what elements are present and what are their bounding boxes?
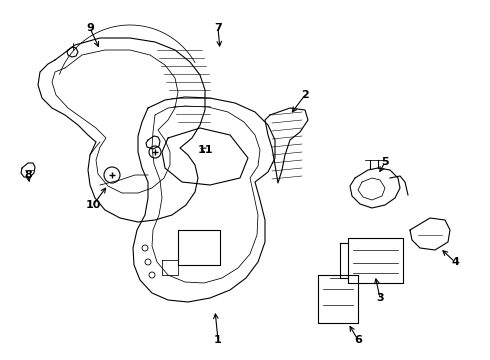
Text: 2: 2	[301, 90, 309, 100]
Text: 7: 7	[214, 23, 222, 33]
Text: 6: 6	[354, 335, 362, 345]
Text: 10: 10	[85, 200, 100, 210]
Text: 3: 3	[376, 293, 384, 303]
Text: 8: 8	[24, 170, 32, 180]
Text: 11: 11	[197, 145, 213, 155]
Text: 5: 5	[381, 157, 389, 167]
Text: 4: 4	[451, 257, 459, 267]
Text: 9: 9	[86, 23, 94, 33]
Text: 1: 1	[214, 335, 222, 345]
